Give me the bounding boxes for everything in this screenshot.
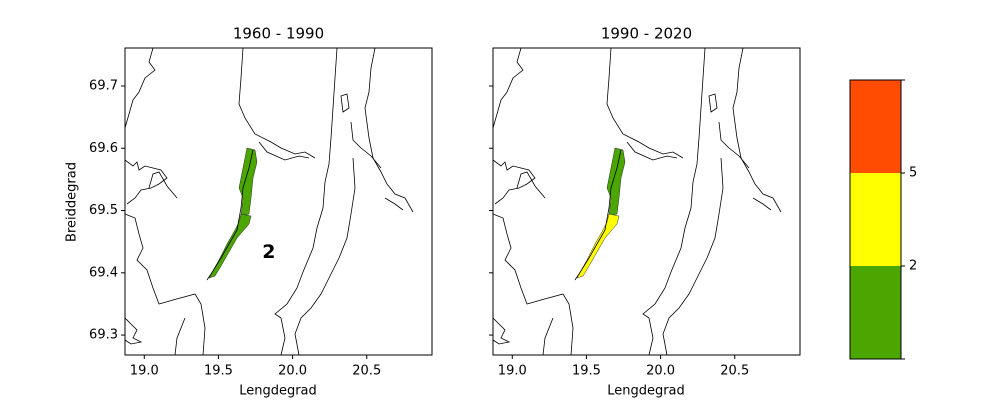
y-tick-label: 69.5: [89, 203, 118, 218]
colorbar-frame: [849, 79, 902, 360]
colorbar-tick-label: 5: [909, 166, 917, 181]
x-tick-label: 20.5: [720, 364, 749, 379]
colorbar-segment: [850, 173, 901, 266]
y-tick-label: 69.3: [89, 328, 118, 343]
y-axis-label: Breiddegrad: [65, 162, 80, 242]
y-tick-label: 69.6: [89, 141, 118, 156]
colorbar-segment: [850, 266, 901, 359]
map-background: [493, 48, 800, 355]
y-tick-label: 69.7: [89, 78, 118, 93]
y-tick-label: 69.4: [89, 265, 118, 280]
annotation: 2: [262, 241, 275, 263]
x-tick-label: 19.5: [204, 364, 233, 379]
x-axis-label: Lengdegrad: [607, 384, 685, 399]
zone-upper: [606, 147, 626, 217]
x-tick-label: 19.0: [498, 364, 527, 379]
map-background: [125, 48, 432, 355]
map-panel: [492, 47, 801, 356]
x-tick-label: 20.5: [352, 364, 381, 379]
x-axis-label: Lengdegrad: [239, 384, 317, 399]
colorbar-tick-label: 2: [909, 259, 917, 274]
axes-frame: [124, 47, 433, 356]
x-tick-label: 20.0: [278, 364, 307, 379]
zone-lower: [576, 213, 620, 279]
zone-upper: [238, 147, 258, 217]
x-tick-label: 19.0: [130, 364, 159, 379]
x-tick-label: 19.5: [572, 364, 601, 379]
panel-title: 1960 - 1990: [233, 25, 324, 43]
colorbar-segment: [850, 80, 901, 173]
x-tick-label: 20.0: [646, 364, 675, 379]
axes-frame: [492, 47, 801, 356]
zone-lower: [208, 213, 252, 279]
panel-title: 1990 - 2020: [601, 25, 692, 43]
map-panel: [124, 47, 433, 356]
